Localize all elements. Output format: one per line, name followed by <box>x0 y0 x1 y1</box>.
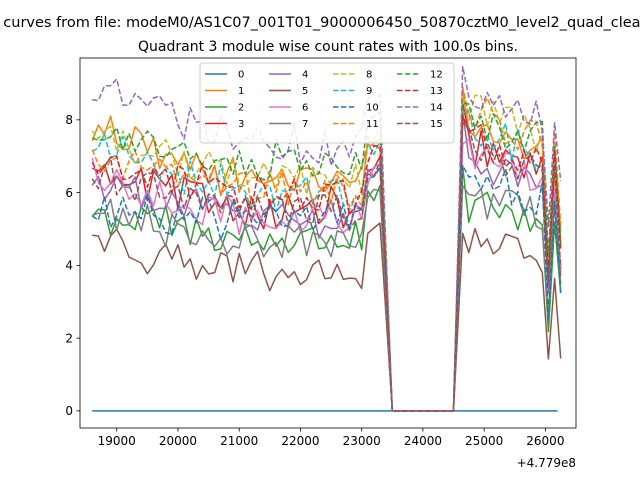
legend-label-6: 6 <box>302 103 308 114</box>
series-line-9 <box>91 110 562 412</box>
y-tick-label: 8 <box>65 113 73 127</box>
x-axis: 19000 20000 21000 22000 23000 24000 25000 26000 <box>98 428 564 448</box>
legend-label-1: 1 <box>238 86 244 97</box>
legend-box <box>199 62 455 144</box>
plot-frame <box>79 57 577 429</box>
y-tick-label: 4 <box>65 259 73 273</box>
x-tick-label: 19000 <box>98 434 136 448</box>
x-tick-label: 23000 <box>343 434 381 448</box>
series-line-15 <box>91 122 562 412</box>
x-tick-label: 22000 <box>281 434 319 448</box>
legend-label-5: 5 <box>302 86 308 97</box>
legend-label-14: 14 <box>430 103 443 114</box>
legend-label-7: 7 <box>302 119 308 130</box>
series-lines <box>91 65 562 412</box>
chart-title: Quadrant 3 module wise count rates with … <box>138 39 518 55</box>
legend-label-13: 13 <box>430 86 443 97</box>
x-tick-label: 21000 <box>220 434 258 448</box>
legend-label-4: 4 <box>302 70 308 81</box>
x-tick-label: 20000 <box>159 434 197 448</box>
y-tick-label: 0 <box>65 404 73 418</box>
y-tick-label: 2 <box>65 331 73 345</box>
x-tick-label: 25000 <box>465 434 503 448</box>
x-offset-label: +4.779e8 <box>517 456 576 470</box>
series-line-12 <box>91 102 562 412</box>
series-line-8 <box>91 94 562 412</box>
x-tick-label: 26000 <box>526 434 564 448</box>
figure-suptitle: Light curves from file: modeM0/AS1C07_00… <box>0 15 640 31</box>
legend-label-3: 3 <box>238 119 244 130</box>
legend-label-10: 10 <box>366 103 379 114</box>
legend-label-8: 8 <box>366 70 372 81</box>
legend-label-9: 9 <box>366 86 372 97</box>
series-line-2 <box>91 165 562 412</box>
series-line-10 <box>91 164 562 412</box>
series-line-7 <box>91 185 562 412</box>
series-line-4 <box>91 110 562 412</box>
legend-label-12: 12 <box>430 70 443 81</box>
y-axis: 0 2 4 6 8 <box>65 113 80 418</box>
y-tick-label: 6 <box>65 186 73 200</box>
series-line-13 <box>91 115 562 412</box>
series-line-1 <box>91 87 562 412</box>
legend-label-2: 2 <box>238 103 244 114</box>
legend-label-0: 0 <box>238 70 244 81</box>
series-line-5 <box>92 222 562 412</box>
legend-label-15: 15 <box>430 119 443 130</box>
legend-label-11: 11 <box>366 119 379 130</box>
x-tick-label: 24000 <box>404 434 442 448</box>
